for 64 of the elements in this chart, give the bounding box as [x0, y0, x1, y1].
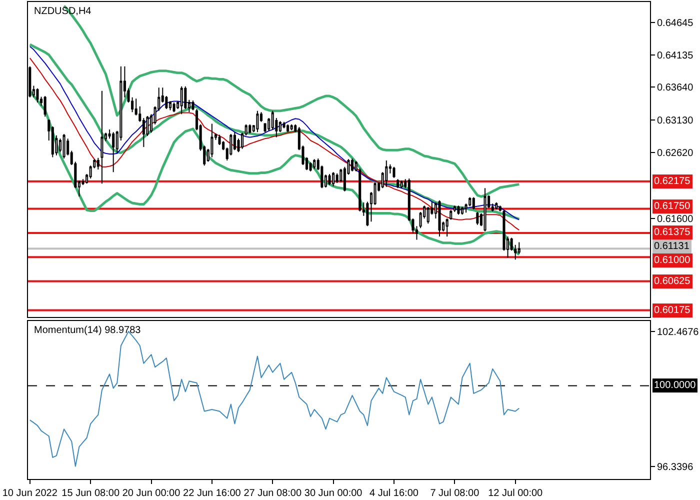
candlestick — [396, 178, 400, 189]
candlestick — [180, 86, 183, 115]
candlestick — [309, 162, 312, 172]
y-tick-label: 0.63130 — [657, 115, 694, 126]
line-series — [28, 90, 520, 256]
ref-line-label: 100.0000 — [654, 380, 696, 391]
ref-line-label: 0.60625 — [654, 276, 691, 287]
candlestick — [248, 124, 252, 134]
x-tick-label: 30 Jun 00:00 — [304, 488, 363, 499]
candlestick — [44, 96, 46, 118]
ref-line-label: 0.62175 — [654, 176, 691, 187]
candlestick — [392, 166, 396, 178]
candlestick — [498, 205, 502, 212]
candlestick — [172, 102, 176, 113]
x-tick-label: 12 Jul 00:00 — [488, 488, 544, 499]
candlestick — [472, 196, 475, 210]
candlestick — [62, 134, 66, 160]
ref-line-label: 0.61131 — [654, 241, 690, 252]
candlestick — [446, 218, 448, 237]
candlestick — [495, 202, 498, 210]
y-tick-label: 0.61600 — [657, 214, 694, 225]
candlestick — [438, 200, 441, 237]
candlestick — [96, 157, 100, 170]
x-tick-label: 10 Jun 2022 — [2, 488, 58, 499]
candlestick — [36, 88, 39, 103]
x-tick-label: 4 Jul 16:00 — [370, 488, 419, 499]
x-tick-label: 20 Jun 00:00 — [122, 488, 181, 499]
y-tick-label: 0.64645 — [657, 18, 694, 29]
candlestick — [336, 172, 338, 184]
ref-line-label: 0.61375 — [654, 227, 691, 238]
candlestick — [450, 210, 452, 220]
candlestick — [282, 121, 286, 129]
candlestick — [385, 160, 388, 188]
candlestick — [460, 206, 464, 216]
candlestick — [328, 174, 331, 186]
y-tick-label: 0.64135 — [657, 50, 694, 62]
candlestick — [290, 124, 293, 131]
ref-line-label: 0.61000 — [654, 255, 691, 266]
x-tick-label: 22 Jun 16:00 — [183, 488, 242, 499]
candlestick — [218, 134, 221, 146]
candlestick — [192, 100, 194, 111]
ref-line-label: 0.60175 — [654, 305, 691, 316]
candlestick — [112, 132, 115, 173]
candlestick — [256, 110, 259, 133]
candlestick — [484, 188, 486, 232]
x-tick-label: 15 Jun 08:00 — [62, 488, 120, 499]
candlestick — [313, 158, 316, 170]
candlestick — [476, 212, 479, 226]
y-tick-label: 0.62620 — [657, 148, 694, 160]
ref-line-label: 0.61750 — [654, 201, 691, 212]
x-tick-label: 27 Jun 08:00 — [244, 488, 302, 499]
candlestick — [100, 90, 104, 184]
x-tick-label: 7 Jul 08:00 — [430, 488, 480, 499]
candlestick — [351, 158, 354, 172]
candlestick — [332, 172, 335, 187]
candlestick — [457, 205, 460, 216]
y-tick-label: 0.63640 — [657, 82, 694, 94]
candlestick — [400, 180, 403, 189]
candlestick — [286, 124, 290, 133]
y-tick-label: 96.3396 — [657, 462, 694, 473]
y-tick-label: 102.4676 — [657, 327, 700, 338]
chart-title: Momentum(14) 98.9783 — [34, 325, 142, 336]
candlestick — [210, 123, 214, 158]
candlestick — [453, 205, 456, 213]
